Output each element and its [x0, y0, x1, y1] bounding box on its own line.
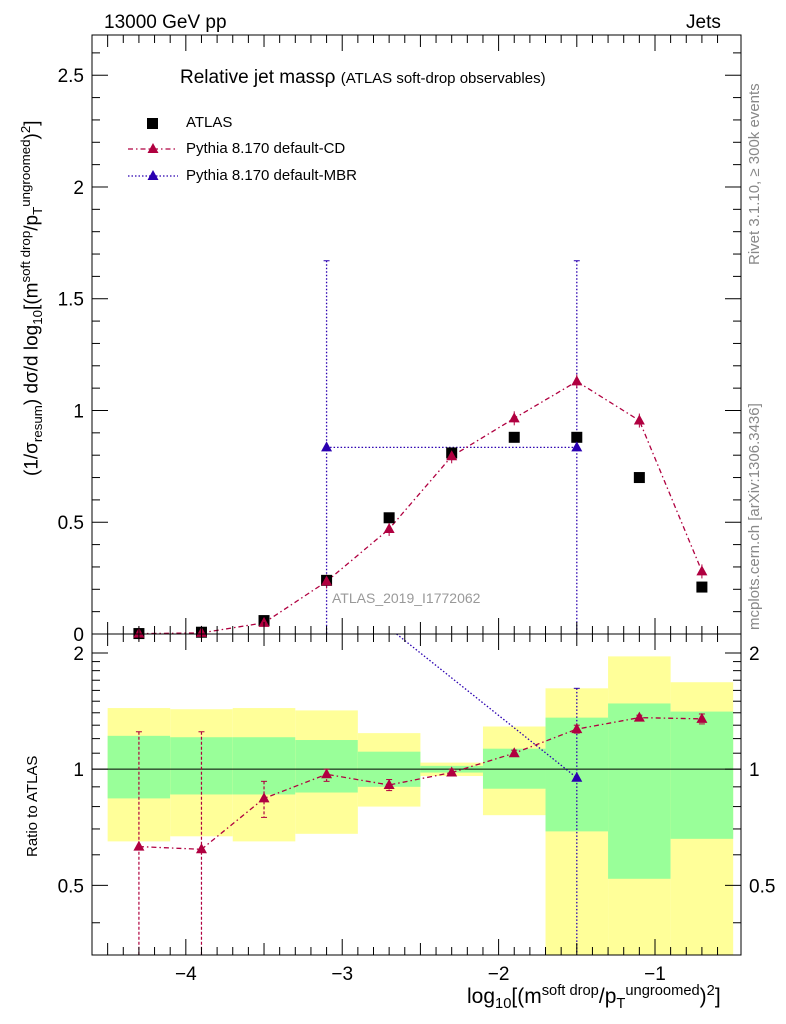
- cd-ratio-point: [195, 843, 207, 854]
- y-title-part: (1/σ: [21, 442, 43, 476]
- header-energy-label: 13000 GeV pp: [104, 12, 227, 33]
- green-band: [232, 737, 296, 795]
- x-title-part: log: [467, 985, 496, 1008]
- cd-point: [258, 616, 270, 627]
- atlas-point: [696, 581, 708, 593]
- legend-marker-mbr: [147, 170, 159, 180]
- cd-ratio-point: [383, 778, 395, 789]
- y-title-part: soft drop: [18, 230, 33, 283]
- analysis-watermark: ATLAS_2019_I1772062: [332, 590, 481, 606]
- cd-ratio-point: [571, 723, 583, 734]
- plot-title: Relative jet massρ (ATLAS soft-drop obse…: [180, 68, 546, 87]
- y-title-part: /p: [21, 214, 43, 231]
- ratio-y-tick-label: 2: [73, 644, 84, 665]
- x-title-part: 10: [495, 996, 512, 1013]
- x-tick-label: −1: [644, 964, 666, 985]
- legend-label-cd: Pythia 8.170 default-CD: [186, 140, 346, 157]
- ratio-uncertainty-bands: [107, 656, 734, 955]
- y-title-part: 2: [18, 125, 33, 134]
- x-tick-label: −3: [331, 964, 353, 985]
- atlas-point: [571, 431, 583, 443]
- x-tick-label: −2: [488, 964, 510, 985]
- rivet-label: Rivet 3.1.10, ≥ 300k events: [746, 83, 763, 265]
- ratio-panel-frame: [91, 633, 742, 956]
- mcplots-label: mcplots.cern.ch [arXiv:1306.3436]: [746, 403, 763, 630]
- plot-title-main: Relative jet massρ: [180, 67, 336, 88]
- legend-markers: [128, 118, 178, 180]
- y-title-part: ): [21, 133, 43, 140]
- panel-frames: [91, 34, 742, 956]
- cd-point: [696, 565, 708, 576]
- mbr-ratio-point: [571, 771, 583, 782]
- main-y-tick-label: 0: [73, 625, 84, 646]
- green-band: [295, 740, 358, 793]
- main-y-tick-label: 0.5: [58, 513, 84, 534]
- x-title-part: T: [616, 996, 626, 1013]
- ratio-panel-series: [92, 633, 741, 956]
- x-title-part: ungroomed: [625, 983, 700, 999]
- legend-label-mbr: Pythia 8.170 default-MBR: [186, 167, 357, 184]
- cd-point: [383, 522, 395, 533]
- axis-ticks: 0 0.5 1 1.5 2 2.5 −4 −3 −2 −1 0.5 0.5 1 1 2 2: [58, 35, 775, 985]
- cd-point: [633, 414, 645, 425]
- y-title-part: resum: [30, 405, 46, 443]
- y-title-part: ) dσ/d log: [21, 324, 43, 406]
- ratio-y-tick-label: 0.5: [58, 876, 84, 897]
- y-title-part: [(m: [21, 282, 43, 310]
- cd-ratio-line: [138, 716, 702, 850]
- legend-marker-cd: [147, 143, 159, 153]
- x-title-part: /p: [598, 985, 617, 1008]
- cd-point: [571, 375, 583, 386]
- atlas-point: [633, 472, 645, 484]
- atlas-point: [383, 512, 395, 524]
- main-y-tick-label: 1: [73, 401, 84, 422]
- header-jets-label: Jets: [686, 12, 721, 33]
- main-y-tick-label: 2.5: [58, 66, 84, 87]
- green-band: [170, 737, 233, 795]
- x-title-part: 2: [706, 983, 715, 999]
- cd-point: [321, 575, 333, 586]
- ratio-y-tick-label-right: 2: [749, 644, 760, 665]
- y-axis-title: (1/σresum) dσ/d log10[(msoft drop/pTungr…: [18, 120, 45, 476]
- ratio-axis-title: Ratio to ATLAS: [24, 755, 41, 857]
- legend-marker-atlas: [147, 118, 158, 129]
- cd-ratio-point: [258, 792, 270, 803]
- y-title-part: T: [30, 206, 46, 215]
- green-band: [608, 703, 671, 879]
- cd-point: [508, 412, 520, 423]
- mbr-point: [571, 441, 583, 452]
- cd-ratio-point: [696, 712, 708, 723]
- x-title-part: soft drop: [541, 983, 599, 999]
- main-panel-series: [133, 260, 708, 641]
- cd-ratio-point: [133, 840, 145, 851]
- x-axis-title: log10[(msoft drop/pTungroomed)2]: [467, 984, 721, 1012]
- main-y-tick-label: 1.5: [58, 290, 84, 311]
- green-band: [670, 711, 734, 839]
- x-tick-label: −4: [175, 964, 197, 985]
- cd-ratio-point: [508, 747, 520, 758]
- legend-label-atlas: ATLAS: [186, 114, 233, 131]
- cd-ratio-point: [321, 768, 333, 779]
- main-y-tick-label: 2: [73, 178, 84, 199]
- x-title-part: ): [699, 985, 707, 1008]
- y-title-part: 10: [30, 309, 46, 325]
- y-title-part: ]: [21, 120, 43, 126]
- ratio-y-tick-label-right: 1: [749, 760, 760, 781]
- ratio-y-tick-label-right: 0.5: [749, 876, 775, 897]
- cd-ratio-point: [633, 711, 645, 722]
- plot-title-sub: (ATLAS soft-drop observables): [340, 70, 546, 87]
- cd-point: [446, 450, 458, 461]
- x-title-part: [(m: [511, 985, 542, 1008]
- y-title-part: ungroomed: [18, 139, 33, 207]
- mbr-point: [321, 441, 333, 452]
- ratio-y-tick-label: 1: [73, 760, 84, 781]
- cd-ratio-point: [446, 766, 458, 777]
- atlas-point: [508, 431, 520, 443]
- x-title-part: ]: [714, 985, 721, 1008]
